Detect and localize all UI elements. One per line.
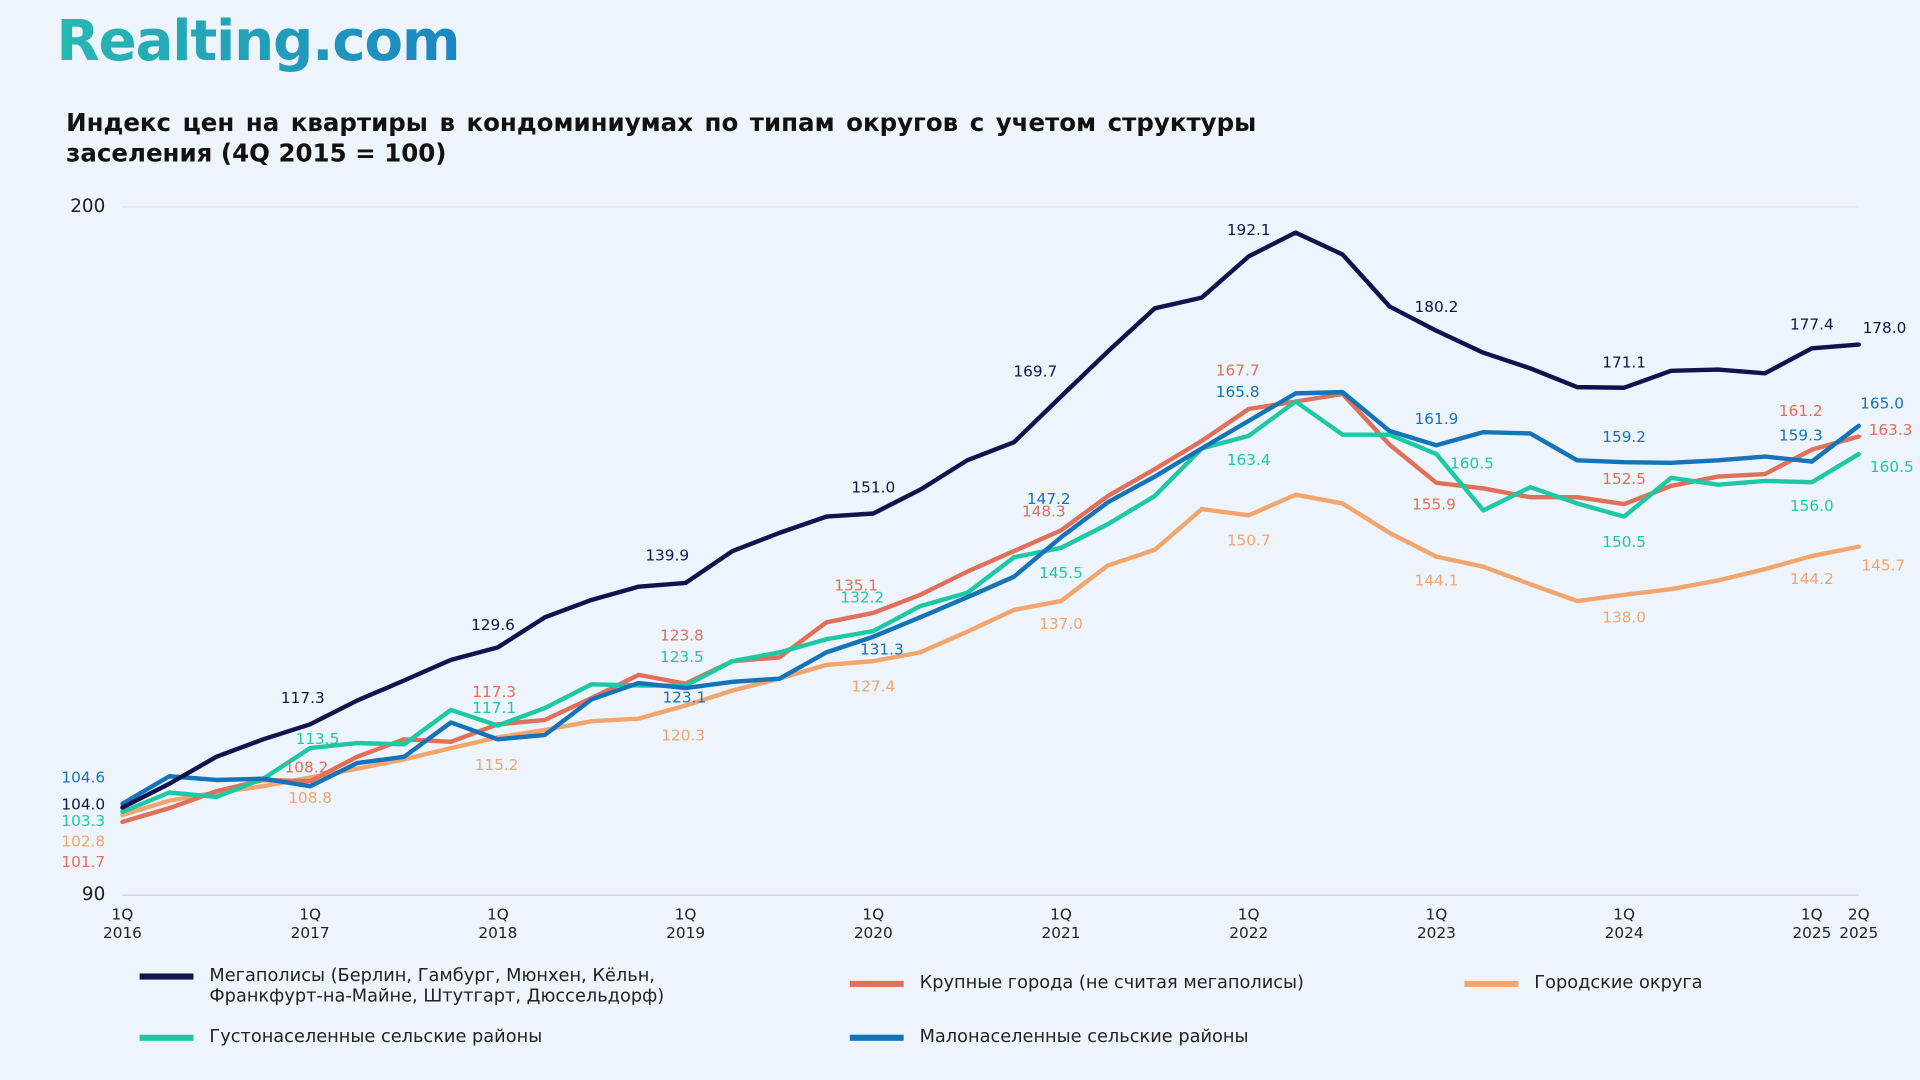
legend-item: Малонаселенные сельские районы (849, 1027, 1249, 1048)
legend-item: Крупные города (не считая мегаполисы) (849, 973, 1304, 994)
data-label: 150.5 (1602, 533, 1646, 551)
data-label: 151.0 (851, 478, 895, 496)
data-label: 167.7 (1216, 362, 1260, 380)
data-label: 103.3 (61, 812, 105, 830)
series-line (120, 389, 1861, 806)
data-label: 163.4 (1227, 451, 1271, 469)
legend-label: Городские округа (1534, 973, 1703, 994)
series-line (120, 399, 1861, 815)
x-tick-label: 1Q 2023 (1416, 904, 1456, 942)
data-label: 163.3 (1869, 421, 1913, 439)
data-label: 159.3 (1779, 426, 1823, 444)
chart-title: Индекс цен на квартиры в кондоминиумах п… (66, 107, 1257, 168)
data-label: 147.2 (1027, 490, 1071, 508)
data-label: 145.7 (1861, 557, 1905, 575)
data-label: 144.2 (1790, 570, 1834, 588)
data-label: 108.2 (285, 758, 329, 776)
data-label: 120.3 (661, 727, 705, 745)
data-label: 137.0 (1039, 615, 1083, 633)
y-tick-label: 200 (70, 196, 105, 217)
data-label: 139.9 (645, 546, 689, 564)
data-label: 171.1 (1602, 354, 1646, 372)
data-label: 117.3 (281, 689, 325, 707)
data-label: 148.3 (1022, 503, 1066, 521)
data-label: 104.0 (61, 796, 105, 814)
legend-item: Мегаполисы (Берлин, Гамбург, Мюнхен, Кёл… (139, 966, 777, 1008)
data-label: 180.2 (1415, 298, 1459, 316)
data-label: 135.1 (834, 577, 878, 595)
x-tick-label: 1Q 2021 (1041, 904, 1081, 942)
data-label: 159.2 (1602, 428, 1646, 446)
data-label: 156.0 (1790, 497, 1834, 515)
data-label: 160.5 (1870, 458, 1914, 476)
x-tick-label: 1Q 2025 (1792, 904, 1832, 942)
data-label: 177.4 (1790, 316, 1834, 334)
data-label: 165.8 (1216, 383, 1260, 401)
series-line (120, 230, 1861, 810)
data-label: 108.8 (288, 789, 332, 807)
data-label: 101.7 (61, 853, 105, 871)
x-tick-label: 2Q 2025 (1839, 904, 1879, 942)
data-label: 113.5 (296, 730, 340, 748)
data-label: 145.5 (1039, 564, 1083, 582)
x-tick-label: 1Q 2022 (1229, 904, 1269, 942)
data-label: 192.1 (1227, 221, 1271, 239)
data-label: 161.2 (1779, 402, 1823, 420)
data-label: 117.3 (472, 683, 516, 701)
data-label: 161.9 (1415, 410, 1459, 428)
data-label: 104.6 (61, 769, 105, 787)
data-label: 129.6 (471, 616, 515, 634)
legend-swatch (849, 1034, 904, 1041)
data-label: 152.5 (1602, 470, 1646, 488)
x-tick-label: 1Q 2016 (102, 904, 142, 942)
legend-item: Городские округа (1464, 973, 1703, 994)
legend-item: Густонаселенные сельские районы (139, 1027, 543, 1048)
data-label: 144.1 (1415, 572, 1459, 590)
data-label: 123.1 (662, 688, 706, 706)
legend-label: Густонаселенные сельские районы (209, 1027, 543, 1047)
legend-label: Крупные города (не считая мегаполисы) (919, 973, 1304, 994)
data-label: 131.3 (860, 641, 904, 659)
x-tick-label: 1Q 2018 (478, 904, 518, 942)
legend-swatch (139, 1034, 194, 1041)
data-label: 115.2 (475, 756, 519, 774)
data-label: 132.2 (840, 589, 884, 607)
data-label: 160.5 (1450, 454, 1494, 472)
data-label: 123.5 (660, 648, 704, 666)
x-tick-label: 1Q 2024 (1604, 904, 1644, 942)
logo: Realting.com (56, 7, 460, 74)
legend-label: Малонаселенные сельские районы (919, 1027, 1249, 1047)
x-tick-label: 1Q 2019 (666, 904, 706, 942)
data-label: 169.7 (1013, 363, 1057, 381)
legend-swatch (1464, 980, 1519, 987)
data-label: 138.0 (1602, 609, 1646, 627)
data-label: 155.9 (1412, 495, 1456, 513)
legend-label: Мегаполисы (Берлин, Гамбург, Мюнхен, Кёл… (209, 966, 665, 1007)
data-label: 178.0 (1863, 319, 1907, 337)
data-label: 102.8 (61, 832, 105, 850)
data-label: 117.1 (472, 699, 516, 717)
data-label: 150.7 (1227, 532, 1271, 550)
data-label: 127.4 (851, 677, 895, 695)
series-line (120, 492, 1861, 818)
data-label: 123.8 (660, 626, 704, 644)
data-label: 165.0 (1860, 394, 1904, 412)
legend-swatch (139, 973, 194, 980)
x-tick-label: 1Q 2020 (853, 904, 893, 942)
legend-swatch (849, 980, 904, 987)
x-tick-label: 1Q 2017 (290, 904, 330, 942)
y-tick-label: 90 (82, 884, 105, 905)
